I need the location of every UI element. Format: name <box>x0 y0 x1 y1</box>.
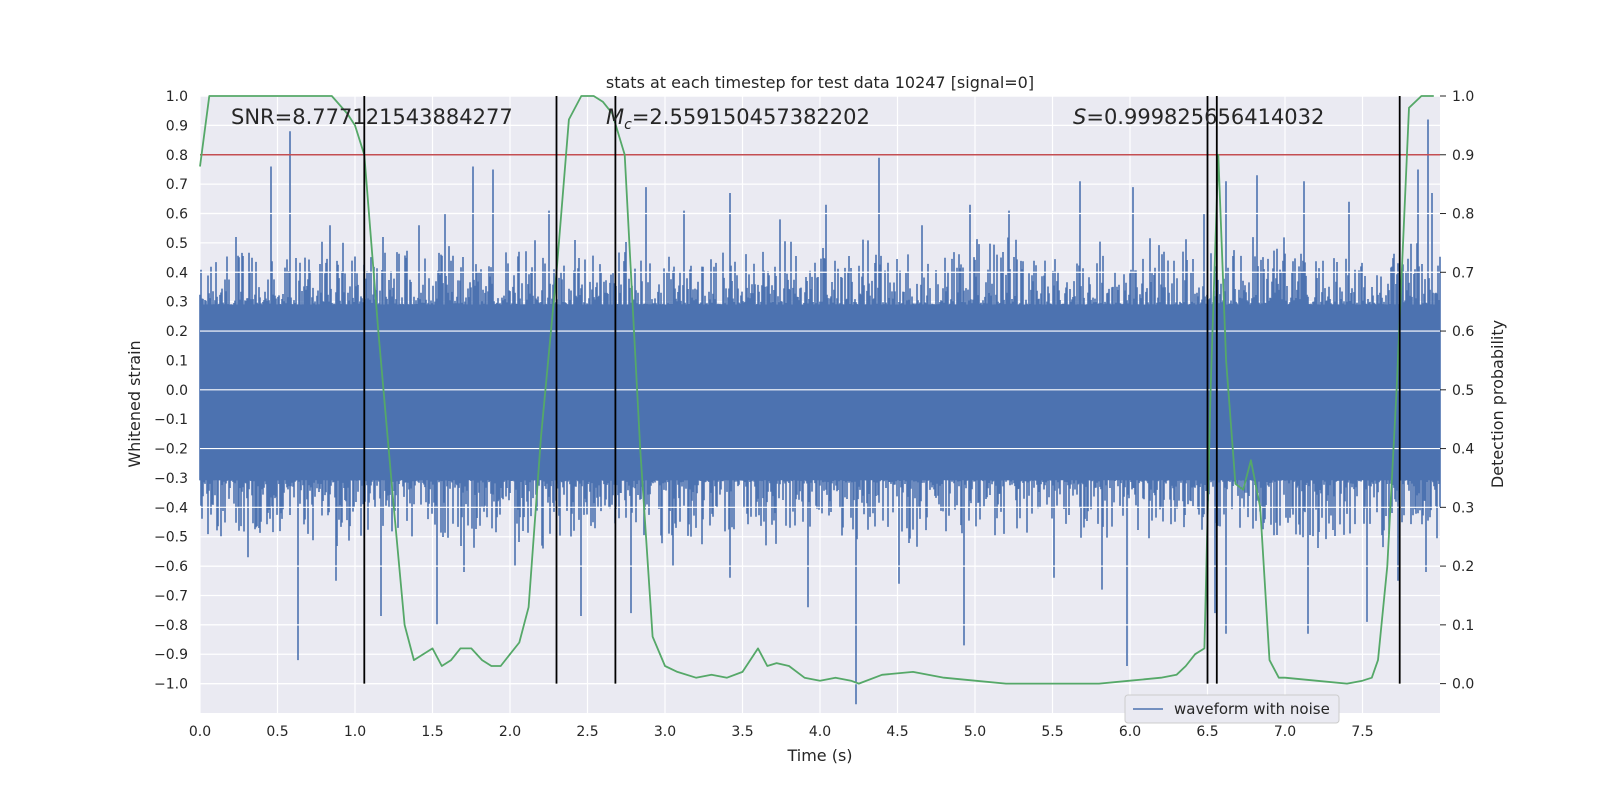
s-statistic-value: =0.999825656414032 <box>1086 105 1324 129</box>
left-y-tick-label: 0.6 <box>166 207 188 223</box>
legend: waveform with noise <box>1124 694 1340 724</box>
right-y-tick-label: 0.2 <box>1452 559 1474 575</box>
x-tick-label: 1.5 <box>421 724 443 740</box>
left-y-tick-label: 0.0 <box>166 383 188 399</box>
right-y-axis-label: Detection probability <box>1488 320 1507 488</box>
right-y-tick-label: 0.5 <box>1452 383 1474 399</box>
left-y-tick-label: 1.0 <box>166 89 188 105</box>
x-tick-label: 2.5 <box>576 724 598 740</box>
x-tick-label: 4.0 <box>809 724 831 740</box>
right-y-tick-label: 0.9 <box>1452 148 1474 164</box>
x-axis-label: Time (s) <box>786 746 852 765</box>
vertical-markers <box>363 96 1401 684</box>
right-y-tick-label: 0.3 <box>1452 500 1474 516</box>
legend-entry: waveform with noise <box>1174 700 1330 718</box>
chirp-mass-symbol: M <box>606 105 624 129</box>
left-y-tick-label: 0.9 <box>166 118 188 134</box>
left-y-tick-label: 0.1 <box>166 353 188 369</box>
left-y-tick-label: −0.4 <box>154 500 188 516</box>
left-y-tick-label: 0.7 <box>166 177 188 193</box>
left-y-tick-label: −0.2 <box>154 442 188 458</box>
x-tick-label: 2.0 <box>499 724 521 740</box>
chirp-mass-value: =2.559150457382202 <box>632 105 870 129</box>
left-y-axis-label: Whitened strain <box>125 340 144 467</box>
detection-probability-series <box>199 95 1434 685</box>
right-y-tick-labels: 1.0 0.9 0.8 0.7 0.6 0.5 0.4 0.3 0.2 0.1 0.0 <box>1440 89 1474 693</box>
legend-box <box>1124 694 1340 724</box>
right-y-tick-label: 0.0 <box>1452 677 1474 693</box>
x-tick-label: 1.0 <box>344 724 366 740</box>
s-statistic-symbol: S <box>1073 105 1086 129</box>
x-tick-label: 7.5 <box>1351 724 1373 740</box>
left-y-tick-label: 0.3 <box>166 295 188 311</box>
right-y-tick-label: 0.7 <box>1452 265 1474 281</box>
left-y-tick-label: −0.8 <box>154 618 188 634</box>
x-tick-label: 3.5 <box>731 724 753 740</box>
right-y-tick-label: 0.1 <box>1452 618 1474 634</box>
s-statistic-annotation: S=0.999825656414032 <box>1073 105 1324 129</box>
x-tick-label: 3.0 <box>654 724 676 740</box>
x-tick-label: 4.5 <box>886 724 908 740</box>
left-y-tick-label: 0.8 <box>166 148 188 164</box>
snr-annotation: SNR=8.777121543884277 <box>231 105 513 129</box>
left-y-tick-label: −0.7 <box>154 588 188 604</box>
right-y-tick-label: 0.8 <box>1452 207 1474 223</box>
x-tick-labels: 0.0 0.5 1.0 1.5 2.0 2.5 3.0 3.5 4.0 4.5 5.0 5.5 6.0 6… <box>189 724 1374 740</box>
chirp-mass-subscript: c <box>624 117 632 133</box>
x-tick-label: 0.0 <box>189 724 211 740</box>
x-tick-label: 7.0 <box>1274 724 1296 740</box>
left-y-tick-label: −0.3 <box>154 471 188 487</box>
left-y-tick-label: 0.4 <box>166 265 188 281</box>
x-tick-label: 0.5 <box>266 724 288 740</box>
right-y-tick-label: 0.6 <box>1452 324 1474 340</box>
chart-title: stats at each timestep for test data 102… <box>606 73 1034 92</box>
left-y-tick-label: −0.5 <box>154 530 188 546</box>
left-y-tick-labels: 1.0 0.9 0.8 0.7 0.6 0.5 0.4 0.3 0.2 0.1 0.0 −0.1 −0.… <box>154 89 188 693</box>
left-y-tick-label: 0.5 <box>166 236 188 252</box>
x-tick-label: 6.0 <box>1119 724 1141 740</box>
chirp-mass-annotation: Mc=2.559150457382202 <box>606 105 870 133</box>
left-y-tick-label: −1.0 <box>154 677 188 693</box>
left-y-tick-label: 0.2 <box>166 324 188 340</box>
right-y-tick-label: 0.4 <box>1452 442 1474 458</box>
x-tick-label: 6.5 <box>1196 724 1218 740</box>
left-y-tick-label: −0.9 <box>154 647 188 663</box>
probability-line <box>199 95 1434 685</box>
x-tick-label: 5.5 <box>1041 724 1063 740</box>
x-tick-label: 5.0 <box>964 724 986 740</box>
left-y-tick-label: −0.6 <box>154 559 188 575</box>
right-y-tick-label: 1.0 <box>1452 89 1474 105</box>
left-y-tick-label: −0.1 <box>154 412 188 428</box>
